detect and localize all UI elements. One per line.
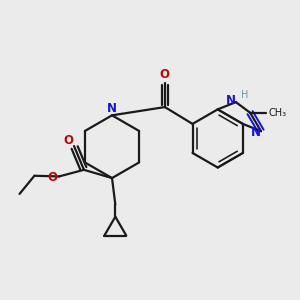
Text: H: H: [242, 90, 249, 100]
Text: CH₃: CH₃: [269, 108, 287, 118]
Text: O: O: [47, 171, 57, 184]
Text: N: N: [226, 94, 236, 107]
Text: N: N: [107, 102, 117, 115]
Text: O: O: [63, 134, 73, 147]
Text: O: O: [160, 68, 170, 80]
Text: N: N: [251, 126, 261, 139]
